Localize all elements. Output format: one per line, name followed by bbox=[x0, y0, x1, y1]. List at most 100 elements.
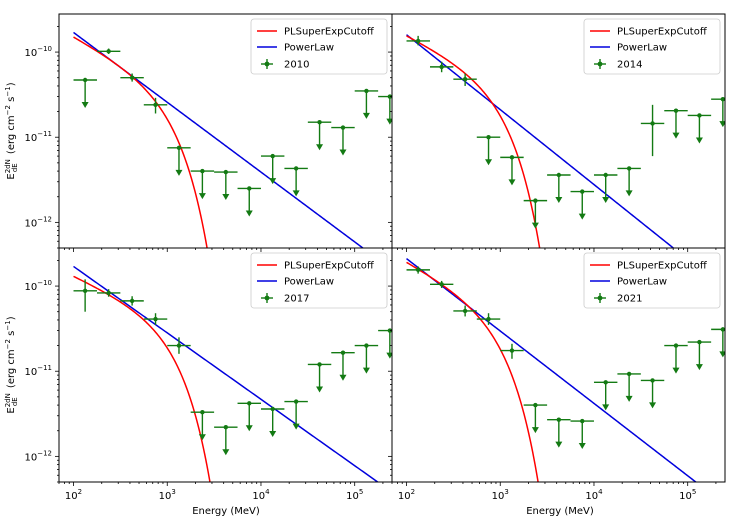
ticks bbox=[55, 260, 384, 486]
y-tick-label: 10−11 bbox=[24, 130, 52, 144]
x-tick-label: 103 bbox=[159, 488, 176, 502]
legend-entry-powerlaw: PowerLaw bbox=[284, 43, 334, 54]
svg-text:E2dNdE (erg cm−2 s−1): E2dNdE (erg cm−2 s−1) bbox=[4, 82, 19, 179]
data-point bbox=[73, 279, 97, 312]
legend: PLSuperExpCutoff PowerLaw 2010 bbox=[250, 18, 388, 75]
panel-bottom-left: 102 103 104 105 10−12 10−11 10−10 PLSuperExpCut… bbox=[24, 247, 393, 502]
data-point bbox=[214, 169, 238, 201]
data-point bbox=[406, 266, 430, 274]
data-point bbox=[214, 425, 238, 456]
data-point bbox=[260, 406, 285, 438]
data-point bbox=[237, 186, 261, 217]
data-point bbox=[547, 172, 571, 204]
powerlaw-curve bbox=[406, 258, 698, 482]
data-point bbox=[593, 380, 618, 411]
curves bbox=[406, 258, 698, 482]
data-point bbox=[167, 337, 191, 354]
x-tick-label: 102 bbox=[398, 488, 415, 502]
data-point bbox=[307, 362, 332, 393]
legend: PLSuperExpCutoff PowerLaw 2021 bbox=[583, 252, 721, 309]
data-point bbox=[664, 343, 688, 374]
data-point bbox=[523, 402, 548, 434]
data-point bbox=[354, 88, 379, 119]
y-tick-label: 10−12 bbox=[24, 215, 52, 229]
data-point bbox=[429, 61, 454, 73]
data-point bbox=[73, 77, 97, 108]
legend: PLSuperExpCutoff PowerLaw 2017 bbox=[250, 252, 388, 309]
curves bbox=[406, 34, 675, 248]
data-point bbox=[237, 401, 261, 432]
legend-entry-dataset: 2021 bbox=[617, 294, 642, 305]
data-points bbox=[73, 279, 392, 456]
data-point bbox=[406, 35, 430, 46]
y-tick-label: 10−11 bbox=[24, 364, 52, 378]
data-point bbox=[453, 73, 477, 86]
powerlaw-curve bbox=[73, 265, 380, 482]
panel-top-right: PLSuperExpCutoff PowerLaw 2014 bbox=[388, 13, 726, 252]
data-point bbox=[711, 96, 725, 128]
cutoff-curve bbox=[73, 36, 208, 248]
data-point bbox=[120, 296, 144, 306]
ticks bbox=[388, 260, 717, 486]
legend-entry-cutoff: PLSuperExpCutoff bbox=[617, 261, 708, 272]
data-point bbox=[476, 313, 501, 325]
legend-entry-cutoff: PLSuperExpCutoff bbox=[617, 27, 708, 38]
data-point bbox=[500, 155, 524, 186]
data-point bbox=[190, 410, 215, 441]
x-axis-label-left: Energy (MeV) bbox=[192, 506, 260, 517]
y-tick-label: 10−10 bbox=[24, 45, 52, 59]
y-axis-label-bottom: E2dNdE (erg cm−2 s−1) bbox=[4, 316, 19, 413]
cutoff-curve bbox=[406, 261, 539, 482]
legend-entry-powerlaw: PowerLaw bbox=[284, 277, 334, 288]
data-point bbox=[500, 343, 524, 359]
svg-text:E2dNdE (erg cm−2 s−1): E2dNdE (erg cm−2 s−1) bbox=[4, 316, 19, 413]
data-point bbox=[378, 328, 392, 359]
data-point bbox=[378, 94, 392, 125]
data-point bbox=[331, 350, 355, 381]
data-point bbox=[354, 343, 379, 374]
data-point bbox=[523, 198, 548, 229]
data-point bbox=[453, 305, 477, 317]
axes-frame bbox=[391, 247, 726, 483]
y-axis-label-top: E2dNdE (erg cm−2 s−1) bbox=[4, 82, 19, 179]
data-point bbox=[96, 289, 121, 297]
y-tick-label: 10−10 bbox=[24, 279, 52, 293]
data-point bbox=[284, 166, 308, 197]
x-tick-label: 104 bbox=[585, 488, 603, 502]
data-point bbox=[570, 189, 594, 220]
x-tick-label: 104 bbox=[252, 488, 270, 502]
legend-entry-powerlaw: PowerLaw bbox=[617, 43, 667, 54]
data-point bbox=[664, 108, 688, 139]
data-point bbox=[284, 399, 308, 430]
panel-bottom-right: 102 103 104 105 PLSuperExpCutoff PowerLaw 2021 bbox=[388, 247, 726, 502]
panels: 10−12 10−11 10−10 PLSuperExpCutoff PowerLaw 2… bbox=[24, 13, 726, 502]
data-point bbox=[593, 172, 618, 204]
data-point bbox=[260, 153, 285, 185]
data-point bbox=[167, 145, 191, 176]
cutoff-curve bbox=[406, 35, 541, 248]
x-tick-label: 103 bbox=[492, 488, 509, 502]
panel-top-left: 10−12 10−11 10−10 PLSuperExpCutoff PowerLaw 2… bbox=[24, 13, 393, 252]
data-point bbox=[476, 135, 501, 166]
powerlaw-curve bbox=[406, 34, 675, 248]
data-point bbox=[711, 327, 725, 358]
data-point bbox=[617, 166, 641, 197]
data-point bbox=[640, 378, 665, 409]
x-tick-label: 105 bbox=[346, 488, 363, 502]
data-point bbox=[143, 97, 168, 114]
data-point bbox=[190, 168, 215, 200]
data-points bbox=[73, 48, 392, 217]
x-axis-label-right: Energy (MeV) bbox=[526, 506, 594, 517]
data-point bbox=[120, 73, 144, 82]
legend-entry-powerlaw: PowerLaw bbox=[617, 277, 667, 288]
curves bbox=[73, 265, 380, 482]
data-point bbox=[687, 339, 712, 371]
y-tick-label: 10−12 bbox=[24, 449, 52, 463]
legend-entry-dataset: 2014 bbox=[617, 60, 642, 71]
data-point bbox=[429, 280, 454, 288]
data-point bbox=[547, 417, 571, 448]
data-point bbox=[331, 125, 355, 156]
x-tick-label: 102 bbox=[65, 488, 82, 502]
data-point bbox=[617, 371, 641, 402]
